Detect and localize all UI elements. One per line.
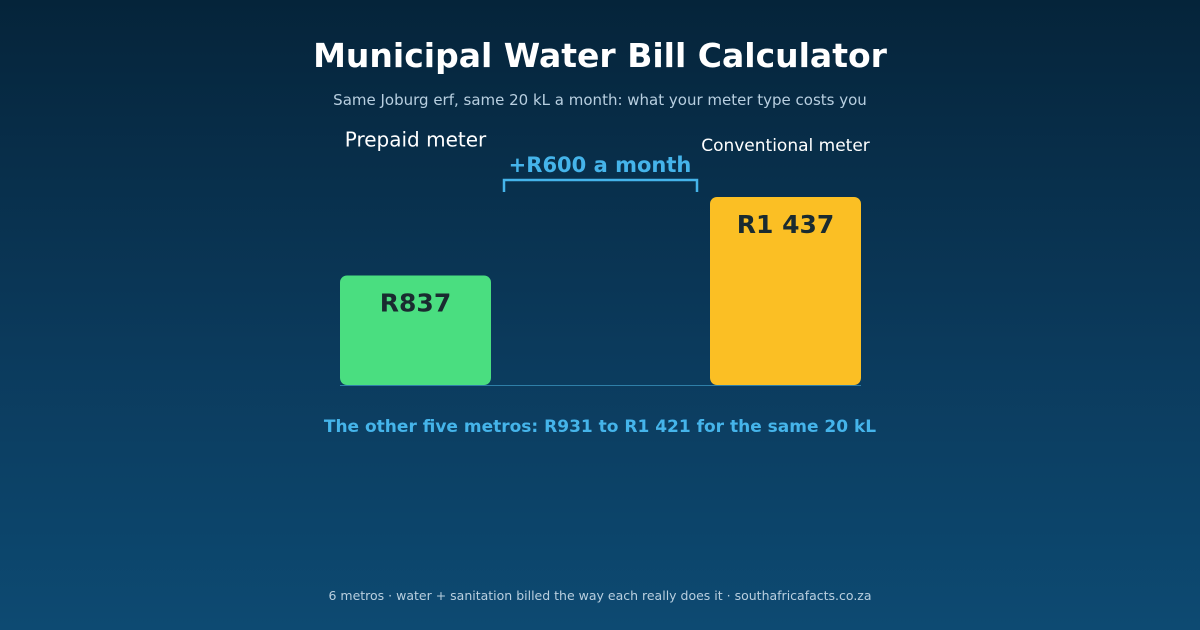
page-title: Municipal Water Bill Calculator xyxy=(313,36,887,75)
footer-text: 6 metros · water + sanitation billed the… xyxy=(328,588,872,603)
category-label: Conventional meter xyxy=(701,136,870,156)
difference-bracket xyxy=(502,178,699,192)
bar-value-label: R1 437 xyxy=(737,210,835,239)
difference-label: +R600 a month xyxy=(509,153,692,177)
category-label: Prepaid meter xyxy=(345,127,487,151)
metros-note: The other five metros: R931 to R1 421 fo… xyxy=(323,417,877,437)
page-subtitle: Same Joburg erf, same 20 kL a month: wha… xyxy=(333,91,867,109)
bar-prepaid xyxy=(340,275,491,385)
bar-conventional xyxy=(710,197,861,385)
bar-value-label: R837 xyxy=(380,288,451,317)
